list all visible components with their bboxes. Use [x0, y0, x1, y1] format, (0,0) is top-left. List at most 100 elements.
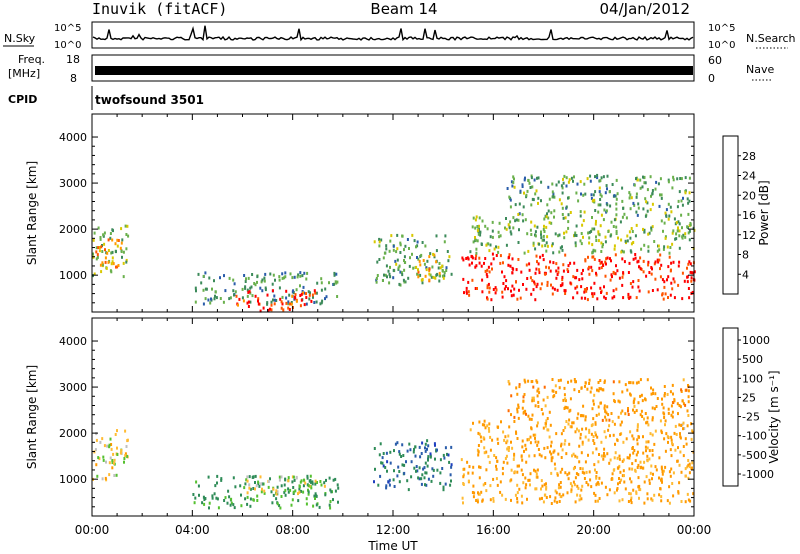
colorbar-tick-label: 25	[742, 391, 756, 404]
scatter-cell	[663, 280, 666, 284]
scatter-cell	[537, 196, 540, 200]
scatter-cell	[489, 498, 492, 502]
scatter-cell	[252, 475, 255, 479]
scatter-cell	[604, 235, 607, 239]
scatter-cell	[667, 440, 669, 444]
scatter-cell	[531, 279, 534, 283]
scatter-cell	[613, 218, 616, 222]
scatter-cell	[232, 278, 235, 282]
scatter-cell	[525, 287, 528, 291]
scatter-cell	[298, 484, 301, 488]
scatter-cell	[479, 230, 482, 234]
scatter-cell	[687, 463, 690, 467]
scatter-cell	[584, 418, 587, 422]
scatter-cell	[602, 264, 605, 267]
scatter-cell	[580, 488, 583, 492]
scatter-cell	[619, 220, 622, 224]
scatter-cell	[443, 274, 446, 278]
scatter-cell	[584, 384, 586, 388]
scatter-cell	[559, 378, 562, 382]
scatter-cell	[648, 271, 651, 274]
scatter-cell	[555, 491, 558, 495]
scatter-cell	[572, 467, 575, 471]
scatter-cell	[476, 287, 478, 290]
scatter-cell	[618, 276, 621, 280]
scatter-cell	[201, 501, 204, 505]
scatter-cell	[321, 299, 324, 303]
scatter-cell	[524, 476, 527, 480]
scatter-cell	[248, 486, 251, 490]
scatter-cell	[489, 484, 492, 488]
scatter-cell	[556, 273, 559, 276]
scatter-cell	[597, 389, 600, 393]
scatter-cell	[549, 260, 552, 264]
scatter-cell	[488, 422, 491, 426]
scatter-cell	[534, 247, 537, 251]
scatter-cell	[587, 453, 589, 457]
scatter-cell	[522, 205, 525, 209]
scatter-cell	[495, 467, 498, 471]
scatter-cell	[642, 227, 644, 231]
scatter-cell	[576, 416, 579, 420]
scatter-cell	[671, 242, 674, 246]
scatter-cell	[266, 301, 269, 305]
scatter-cell	[629, 249, 632, 253]
scatter-cell	[532, 198, 535, 202]
scatter-cell	[424, 274, 427, 278]
scatter-cell	[553, 462, 556, 466]
scatter-cell	[621, 474, 624, 478]
scatter-cell	[302, 291, 304, 295]
scatter-cell	[654, 392, 657, 396]
scatter-cell	[562, 216, 565, 220]
scatter-cell	[613, 247, 616, 251]
scatter-cell	[114, 242, 117, 246]
scatter-cell	[271, 289, 274, 293]
scatter-cell	[245, 478, 248, 482]
scatter-cell	[395, 250, 398, 254]
scatter-cell	[429, 452, 432, 456]
scatter-cell	[510, 478, 513, 482]
scatter-cell	[328, 503, 331, 507]
scatter-cell	[548, 410, 551, 414]
scatter-cell	[633, 410, 636, 414]
scatter-cell	[476, 239, 479, 243]
scatter-cell	[438, 262, 441, 265]
scatter-cell	[655, 468, 658, 472]
scatter-cell	[615, 178, 618, 182]
scatter-cell	[585, 427, 588, 431]
scatter-cell	[112, 262, 115, 266]
scatter-cell	[548, 221, 551, 225]
scatter-cell	[675, 237, 678, 241]
scatter-cell	[430, 275, 433, 279]
scatter-cell	[410, 475, 413, 479]
scatter-cell	[435, 249, 438, 253]
scatter-cell	[222, 300, 225, 304]
scatter-cell	[290, 302, 293, 306]
scatter-cell	[508, 226, 511, 230]
scatter-cell	[623, 474, 625, 478]
scatter-cell	[505, 227, 508, 231]
scatter-cell	[216, 474, 219, 478]
scatter-cell	[643, 480, 646, 484]
scatter-cell	[559, 284, 562, 288]
scatter-cell	[450, 445, 453, 449]
scatter-cell	[571, 454, 573, 458]
scatter-cell	[116, 453, 119, 456]
scatter-cell	[442, 274, 444, 278]
scatter-cell	[472, 240, 475, 244]
scatter-cell	[535, 472, 538, 476]
scatter-cell	[672, 178, 675, 182]
scatter-cell	[328, 476, 331, 480]
scatter-cell	[590, 432, 593, 436]
scatter-cell	[469, 250, 472, 254]
scatter-cell	[593, 463, 596, 467]
scatter-cell	[595, 273, 598, 277]
scatter-cell	[462, 473, 465, 477]
scatter-cell	[635, 381, 638, 385]
scatter-cell	[644, 197, 647, 201]
scatter-cell	[646, 209, 649, 213]
scatter-cell	[633, 397, 636, 401]
scatter-cell	[550, 221, 553, 225]
scatter-cell	[508, 253, 511, 257]
scatter-cell	[434, 276, 437, 280]
